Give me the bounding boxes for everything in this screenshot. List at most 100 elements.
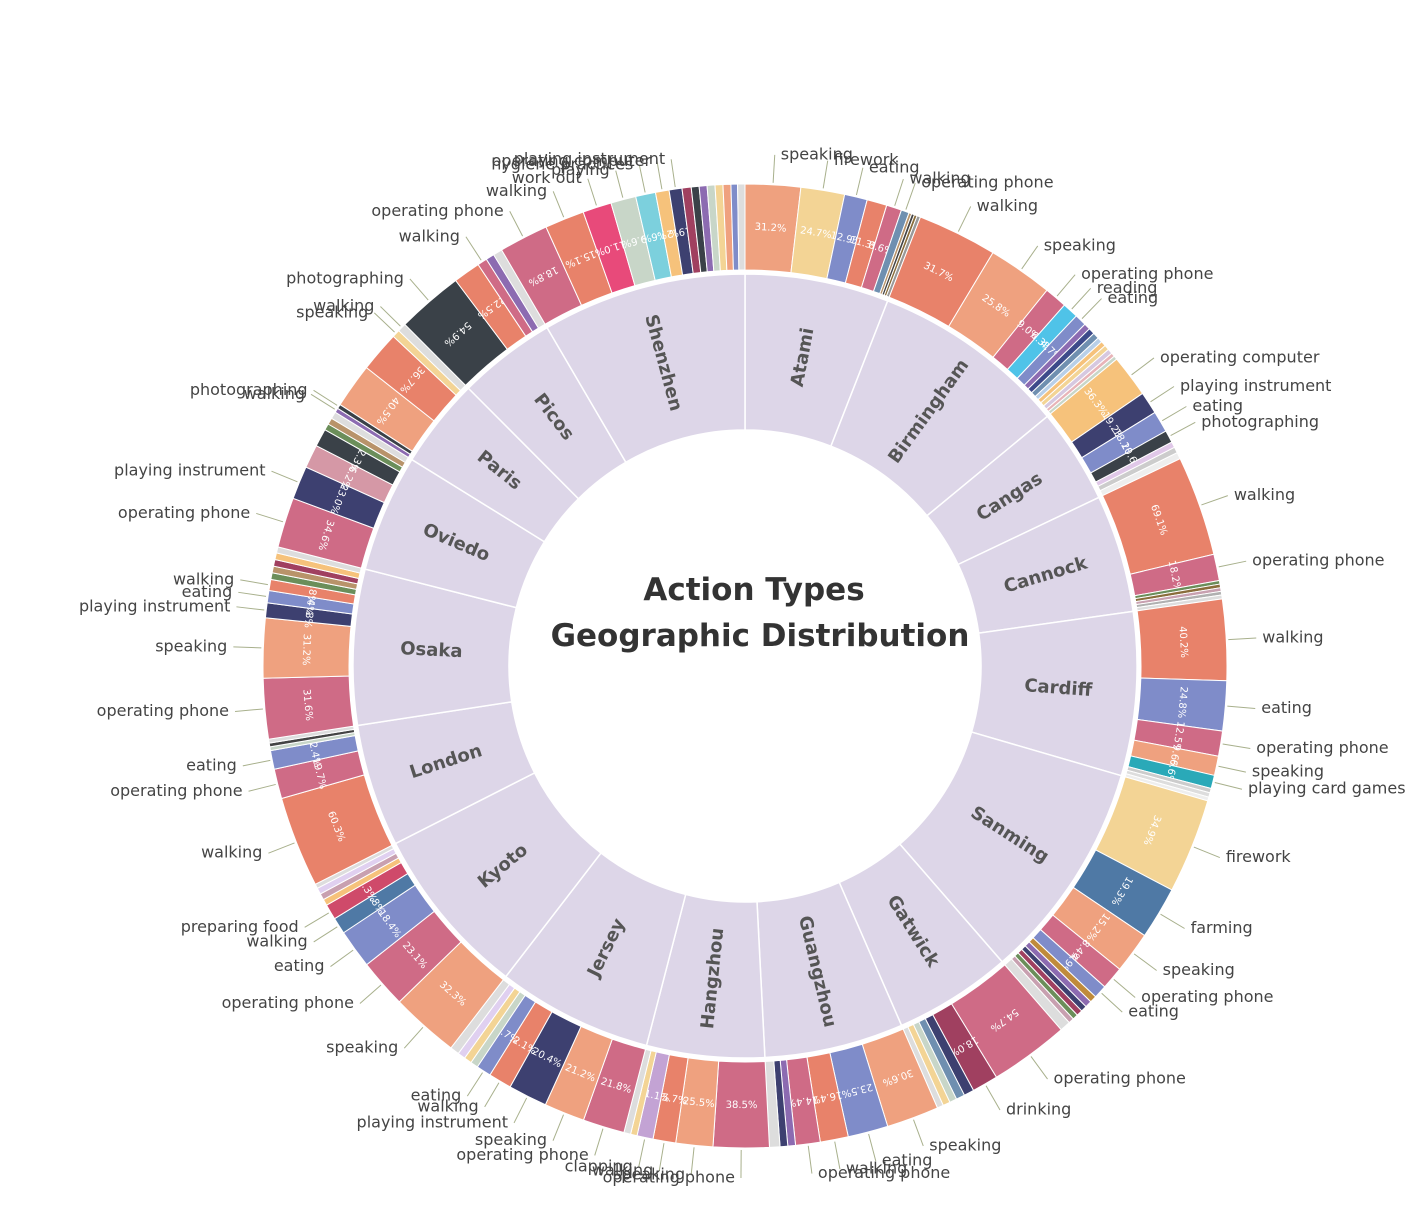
leader-line: [1056, 274, 1076, 297]
leader-line: [466, 1072, 483, 1097]
leader-line: [236, 606, 265, 611]
action-label-walking: walking: [1262, 628, 1323, 647]
action-label-playing-instrument: playing instrument: [1180, 376, 1331, 395]
leader-line: [957, 206, 972, 232]
action-label-operating-phone: operating phone: [97, 701, 229, 720]
action-label-eating: eating: [869, 157, 920, 176]
action-label-playing-instrument: playing instrument: [79, 596, 230, 615]
city-ring: Atami BirminghamCangasCannockCardiffSanmi…: [352, 273, 1138, 1059]
action-label-walking: walking: [173, 569, 234, 588]
city-wedge-shenzhen: [546, 273, 746, 464]
action-label-operating-phone: operating phone: [818, 1163, 950, 1182]
action-label-firework: firework: [834, 150, 900, 169]
action-label-operating-phone: operating phone: [1256, 738, 1388, 757]
action-label-operating-phone: operating phone: [1252, 551, 1384, 570]
action-label-walking: walking: [244, 384, 305, 403]
percent-label: 38.5%: [726, 1100, 758, 1111]
action-label-operating-computer: operating computer: [492, 151, 652, 170]
leader-line: [330, 949, 354, 967]
leader-line: [373, 312, 395, 333]
percent-label: 14.4%: [786, 1093, 819, 1108]
action-label-operating-phone: operating phone: [222, 993, 354, 1012]
percent-label: 31.2%: [754, 222, 786, 235]
leader-line: [409, 278, 429, 301]
action-label-playing-instrument: playing instrument: [514, 149, 665, 168]
leader-line: [587, 178, 597, 206]
leader-line: [310, 393, 336, 410]
action-label-eating: eating: [186, 755, 237, 774]
percent-label: 24.8%: [1175, 686, 1189, 719]
action-label-speaking: speaking: [613, 1165, 685, 1184]
action-label-operating-phone: operating phone: [921, 173, 1053, 192]
action-label-playing-card-games: playing card games: [1248, 779, 1406, 798]
leader-line: [1170, 421, 1196, 437]
action-label-operating-computer: operating computer: [1160, 347, 1320, 366]
action-label-walking: walking: [592, 1160, 653, 1179]
leader-line: [238, 591, 267, 597]
leader-line: [1218, 765, 1246, 773]
percent-label: 25.5%: [682, 1096, 715, 1110]
action-label-operating-phone: operating phone: [118, 503, 250, 522]
leader-line: [834, 1141, 841, 1170]
action-label-reading: reading: [1097, 278, 1158, 297]
action-label-walking: walking: [313, 296, 374, 315]
action-label-eating: eating: [182, 582, 233, 601]
leader-line: [615, 170, 624, 198]
leader-line: [509, 211, 524, 237]
leader-line: [1228, 637, 1257, 641]
leader-line: [1193, 846, 1221, 858]
action-label-eating: eating: [1108, 288, 1159, 307]
action-label-work-out: work out: [512, 168, 582, 187]
leader-line: [1160, 913, 1185, 929]
leader-line: [234, 708, 263, 712]
leader-line: [248, 783, 276, 792]
leader-line: [1214, 781, 1243, 790]
leader-line: [271, 470, 298, 483]
action-label-speaking: speaking: [1044, 235, 1116, 254]
leader-line: [380, 306, 401, 327]
percent-label: 9.6%: [1166, 743, 1182, 770]
action-label-photographing: photographing: [190, 380, 308, 399]
leader-line: [1113, 979, 1136, 998]
action-label-walking: walking: [909, 169, 970, 188]
action-label-clapping: clapping: [565, 1156, 633, 1175]
action-label-photographing: photographing: [1201, 412, 1319, 431]
leader-line: [1161, 406, 1187, 422]
leader-line: [313, 926, 338, 943]
leader-lines: [233, 154, 1257, 1178]
leader-line: [1131, 357, 1155, 376]
action-label-speaking: speaking: [929, 1135, 1001, 1154]
leader-line: [638, 1139, 646, 1167]
action-label-operating-phone: operating phone: [456, 1145, 588, 1164]
action-label-speaking: speaking: [155, 636, 227, 655]
leader-line: [905, 182, 916, 210]
action-label-playing-instrument: playing instrument: [357, 1112, 508, 1131]
leader-line: [985, 1085, 1001, 1111]
action-label-eating: eating: [1261, 698, 1312, 717]
action-label-playing-instrument: playing instrument: [114, 461, 265, 480]
action-label-operating-phone: operating phone: [1081, 264, 1213, 283]
leader-line: [313, 389, 338, 406]
action-ring: 31.2% 24.7%12.9%11.3%8.6%31.7%25.8%9.0%6.…: [262, 183, 1228, 1149]
action-label-operating-phone: operating phone: [603, 1167, 735, 1186]
leader-line: [484, 1082, 500, 1108]
action-label-speaking: speaking: [296, 302, 368, 321]
action-label-photographing: photographing: [286, 268, 404, 287]
chart-title-line-1: Action Types: [643, 572, 864, 608]
percent-label: 12.5%: [1170, 720, 1186, 753]
leader-line: [1081, 298, 1102, 319]
chart-hub: [510, 431, 980, 901]
percent-label: 31.2%: [300, 633, 312, 665]
action-label-firework: firework: [1226, 847, 1292, 866]
action-segment-shenzhen-14: [737, 183, 746, 271]
leader-line: [403, 1026, 424, 1049]
leader-line: [240, 579, 268, 586]
leader-line: [656, 161, 663, 190]
leader-line: [658, 1143, 665, 1171]
percent-label: 7.6%: [641, 228, 668, 244]
action-label-drinking: drinking: [1006, 1099, 1071, 1118]
leader-line: [894, 178, 904, 206]
action-label-operating-phone: operating phone: [1054, 1069, 1186, 1088]
leader-line: [1227, 705, 1256, 709]
leader-line: [594, 1128, 604, 1156]
